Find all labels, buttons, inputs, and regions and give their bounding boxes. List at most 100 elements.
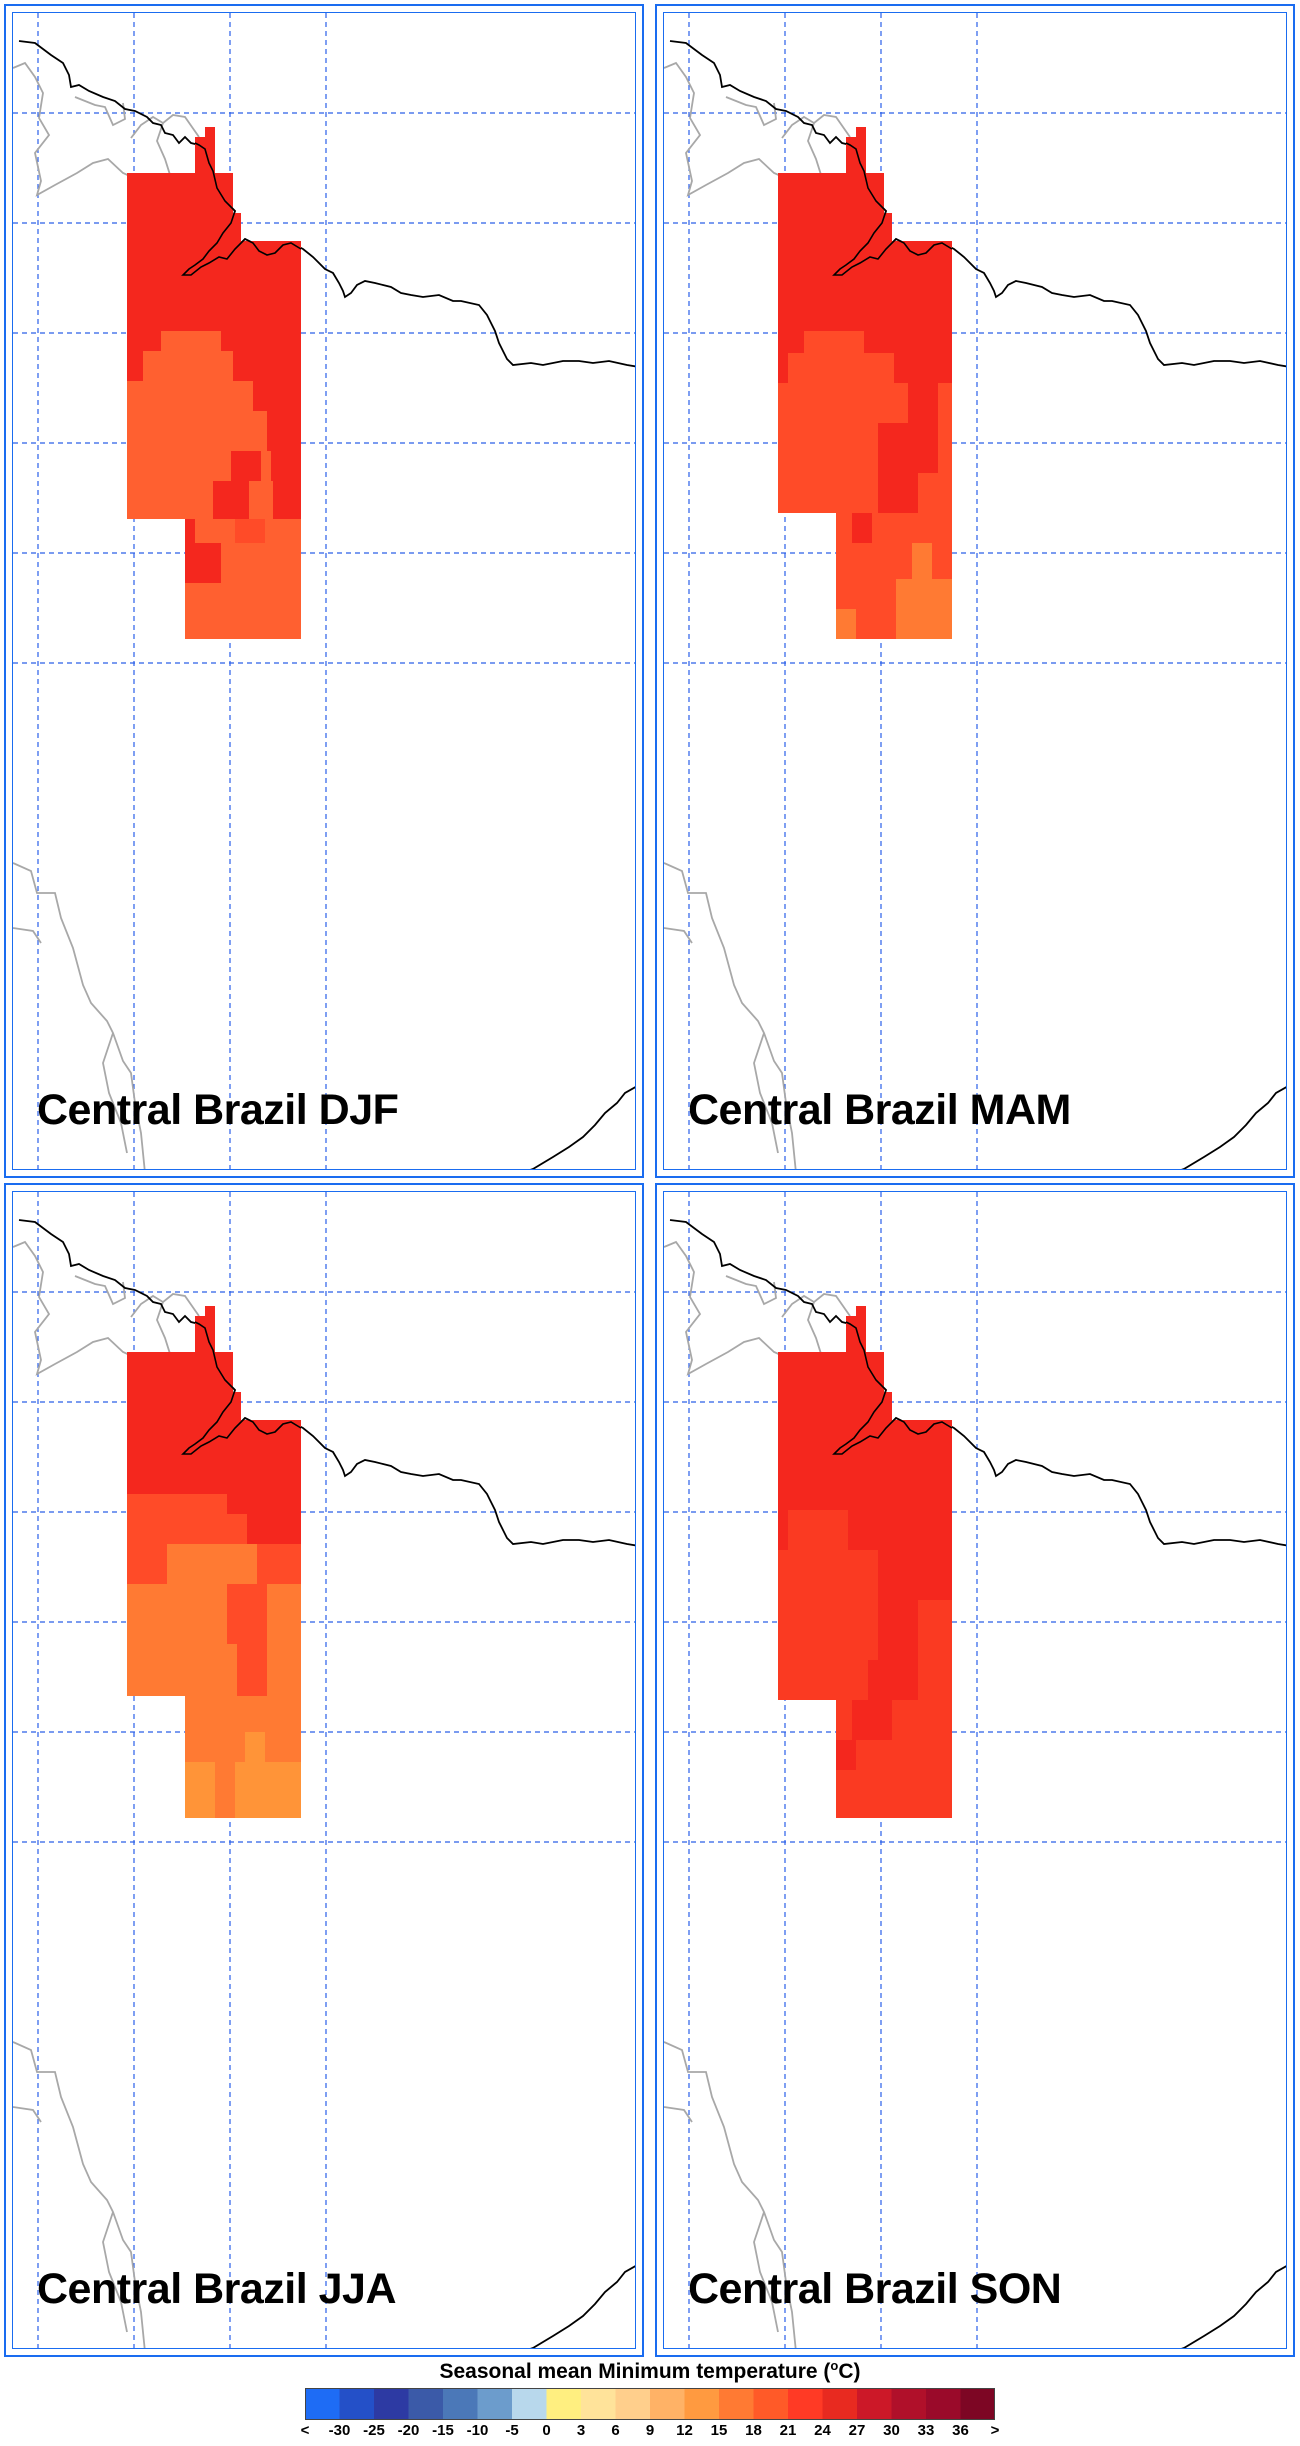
grid-cell (918, 473, 952, 513)
country-borders (13, 1240, 200, 2348)
grid-cell (249, 481, 273, 519)
grid-cell (778, 1550, 878, 1600)
country-borders (664, 1240, 851, 2348)
grid-cell (778, 1660, 868, 1700)
grid-cell (852, 1700, 892, 1740)
grid-cell (896, 609, 952, 639)
coast-line (832, 142, 953, 276)
grid-cell (778, 423, 878, 473)
colorbar-tick-label: 6 (611, 2422, 620, 2439)
border-line (664, 927, 693, 944)
grid-cell (127, 331, 161, 351)
grid-cell (221, 331, 301, 351)
graticule (13, 1192, 635, 2348)
grid-cell (261, 451, 271, 481)
border-line (102, 1032, 128, 1154)
grid-cell (265, 519, 301, 543)
grid-cell (161, 331, 221, 351)
grid-cell (127, 481, 213, 519)
grid-cell (778, 1392, 892, 1420)
grid-cell (856, 1740, 952, 1770)
colorbar-swatch (753, 2388, 788, 2420)
grid-cell (872, 513, 952, 543)
colorbar-tick-label: 9 (645, 2422, 655, 2439)
graticule (664, 1192, 1286, 2348)
grid-cell (185, 1696, 301, 1732)
colorbar-swatch (408, 2388, 443, 2420)
grid-cell (247, 1514, 301, 1544)
panel-title-mam: Central Brazil MAM (688, 1086, 1071, 1134)
colorbar-swatch (857, 2388, 892, 2420)
border-line (664, 1240, 851, 1376)
grid-cell (205, 1306, 215, 1316)
grid-cell (185, 1732, 245, 1762)
colorbar-swatch (374, 2388, 409, 2420)
grid-cell (273, 481, 301, 519)
border-line (664, 61, 851, 197)
colorbar-tick-label: 18 (745, 2422, 762, 2439)
grid-cell (778, 473, 878, 513)
grid-cell (836, 1700, 852, 1740)
coastline (18, 1219, 635, 2348)
grid-cell (778, 241, 952, 331)
colorbar-title: Seasonal mean Minimum temperature (oC) (439, 2358, 861, 2383)
temperature-field (127, 127, 301, 639)
colorbar-swatch (581, 2388, 616, 2420)
map-frame: Central Brazil JJA (12, 1191, 636, 2349)
coast-line (1181, 1086, 1286, 1169)
grid-cell (257, 1544, 301, 1584)
coast-line (669, 1219, 1286, 1547)
grid-cell (245, 1732, 265, 1762)
grid-cell (127, 1584, 227, 1644)
grid-cell (185, 583, 301, 639)
grid-cell (227, 1494, 301, 1514)
grid-cell (213, 481, 249, 519)
grid-cell (267, 1584, 301, 1644)
grid-cell (908, 383, 938, 423)
grid-cell (185, 543, 221, 583)
map-mam (664, 13, 1286, 1169)
grid-cell (221, 543, 301, 583)
grid-cell (918, 1600, 952, 1660)
grid-cell (127, 381, 253, 411)
colorbar-tick-label: 27 (848, 2422, 866, 2439)
grid-cell (778, 1510, 788, 1550)
grid-cell (856, 1306, 866, 1316)
grid-cell (856, 609, 896, 639)
border-line (130, 115, 164, 139)
grid-cell (267, 1644, 301, 1696)
colorbar-swatch (339, 2388, 374, 2420)
panel-djf: Central Brazil DJF (4, 4, 644, 1178)
grid-cell (836, 513, 852, 543)
grid-cell (143, 351, 233, 381)
grid-cell (788, 1510, 848, 1550)
colorbar-tick-label: 33 (917, 2422, 935, 2439)
colorbar-swatch (615, 2388, 650, 2420)
border-line (74, 96, 126, 127)
grid-cell (127, 1644, 237, 1696)
grid-cell (235, 1762, 301, 1818)
grid-cell (836, 543, 912, 579)
country-borders (13, 61, 200, 1169)
border-line (664, 2106, 693, 2123)
map-djf (13, 13, 635, 1169)
map-son (664, 1192, 1286, 2348)
colorbar-tick-label: 36 (952, 2422, 969, 2439)
coastline (669, 40, 1286, 1169)
grid-cell (938, 383, 952, 423)
grid-cell (237, 1644, 267, 1696)
grid-cell (778, 213, 892, 241)
grid-cell (836, 1770, 952, 1818)
grid-cell (932, 543, 952, 579)
border-line (781, 1294, 815, 1318)
map-frame: Central Brazil SON (663, 1191, 1287, 2349)
border-line (753, 2211, 779, 2333)
grid-cell (267, 411, 301, 451)
colorbar-swatch (960, 2388, 995, 2420)
panel-mam: Central Brazil MAM (655, 4, 1295, 1178)
grid-cell (778, 173, 884, 213)
grid-cell (127, 241, 301, 331)
border-line (13, 2106, 42, 2123)
grid-cell (127, 1392, 241, 1420)
grid-cell (918, 1660, 952, 1700)
